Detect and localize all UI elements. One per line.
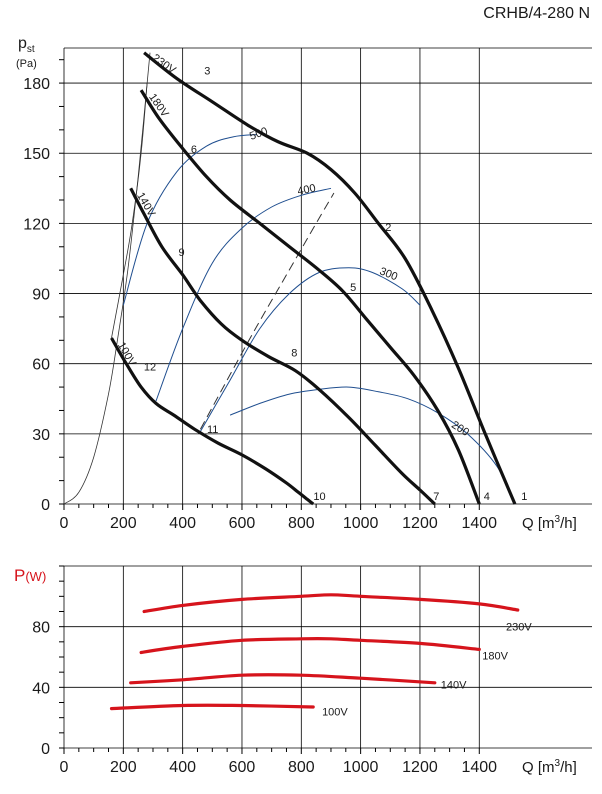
operating-point-label: 9	[179, 247, 185, 259]
power-label-140V: 140V	[441, 679, 467, 691]
power-curve-140V	[129, 673, 437, 685]
rpm-curve-200	[229, 386, 516, 505]
x-tick-label: 600	[229, 759, 256, 776]
x-tick-label: 400	[169, 515, 196, 532]
x-tick-label: 800	[288, 515, 315, 532]
operating-point-label: 3	[204, 65, 210, 77]
rpm-label-300: 300	[378, 265, 400, 283]
x-tick-label: 200	[110, 759, 137, 776]
x-tick-label: 1200	[402, 759, 438, 776]
x-tick-label: 1400	[461, 759, 497, 776]
x-tick-label: 0	[60, 759, 69, 776]
operating-point-label: 5	[350, 282, 356, 294]
operating-point-label: 1	[521, 491, 527, 503]
operating-point-label: 6	[191, 144, 197, 156]
power-label-230V: 230V	[506, 622, 532, 634]
operating-point-label: 10	[313, 491, 325, 503]
x-tick-label: 1000	[343, 759, 379, 776]
speed-label-100V: 100V	[115, 340, 139, 369]
speed-curve-230V	[143, 51, 517, 505]
x-axis-label-sup: 3	[555, 758, 561, 769]
operating-point-label: 8	[291, 348, 297, 360]
x-axis-label: Q [m3/h]	[522, 758, 577, 776]
power-curve-230V	[142, 593, 520, 614]
y-tick-label: 30	[32, 427, 50, 444]
operating-point-label: 2	[385, 222, 391, 234]
x-tick-label: 600	[229, 515, 256, 532]
rpm-label-400: 400	[296, 182, 316, 198]
x-tick-label: 0	[60, 515, 69, 532]
operating-point-label: 7	[433, 491, 439, 503]
system-curve-dashed	[199, 192, 335, 430]
x-tick-label: 1200	[402, 515, 438, 532]
operating-point-label: 4	[484, 491, 490, 503]
power-label-100V: 100V	[322, 707, 348, 719]
y-tick-label: 0	[41, 741, 50, 758]
power-label-180V: 180V	[482, 650, 508, 662]
y-tick-label: 150	[23, 146, 50, 163]
y-tick-label: 40	[32, 680, 50, 697]
x-axis-label-sup: 3	[555, 514, 561, 525]
system-curve-thin	[63, 52, 151, 505]
x-tick-label: 1400	[461, 515, 497, 532]
x-axis-label-end: /h]	[560, 759, 577, 776]
chart-title: CRHB/4-280 N	[483, 5, 590, 22]
y-axis-unit: (Pa)	[16, 58, 37, 70]
operating-point-label: 12	[144, 362, 156, 374]
y-tick-label: 120	[23, 216, 50, 233]
speed-curve-180V	[139, 89, 481, 505]
x-axis-label: Q [m3/h]	[522, 514, 577, 532]
speed-label-230V: 230V	[150, 52, 178, 77]
rpm-curve-300	[199, 267, 421, 432]
x-axis-label-end: /h]	[560, 515, 577, 532]
speed-curve-100V	[110, 337, 315, 506]
y-axis-label: pst	[18, 35, 35, 55]
pressure-flow-plot: 0 200 400 600 800 1000 1200 1400030609012015018…	[16, 35, 592, 532]
y-tick-label: 180	[23, 76, 50, 93]
x-tick-label: 800	[288, 759, 315, 776]
x-tick-label: 200	[110, 515, 137, 532]
power-curve-180V	[139, 636, 481, 655]
y-tick-label: 90	[32, 287, 50, 304]
power-axis-label: P(W)	[14, 566, 46, 585]
y-tick-label: 60	[32, 357, 50, 374]
y-axis-label-sub: st	[27, 44, 35, 55]
rpm-curve-400	[155, 187, 332, 402]
power-flow-plot: 0 200 400 600 800 1000 1200 1400 0 40 80 Q [m3/h] P(…	[14, 565, 592, 776]
power-curve-100V	[109, 703, 315, 711]
y-tick-label: 80	[32, 620, 50, 637]
y-tick-label: 0	[41, 497, 50, 514]
system-curve-outer	[111, 83, 148, 339]
x-tick-label: 400	[169, 759, 196, 776]
rpm-curve-500	[122, 134, 257, 306]
x-tick-label: 1000	[343, 515, 379, 532]
power-axis-label-sub: (W)	[25, 569, 46, 584]
speed-curve-140V	[129, 187, 436, 506]
operating-point-label: 11	[207, 424, 218, 436]
